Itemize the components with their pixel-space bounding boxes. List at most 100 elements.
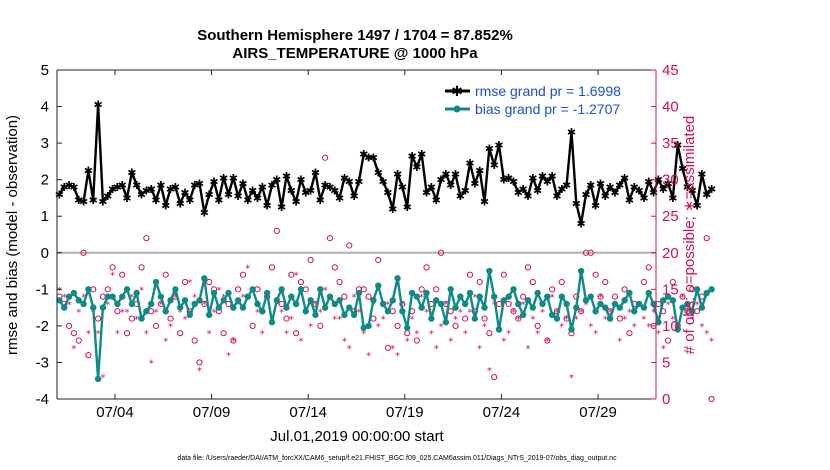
bias-point bbox=[577, 267, 585, 275]
rmse-point: ✱ bbox=[219, 172, 228, 185]
left-y-tick-label: -1 bbox=[36, 281, 49, 298]
assimilated-obs-point: * bbox=[187, 278, 192, 289]
assimilated-obs-point: * bbox=[588, 322, 593, 333]
assimilated-obs-point: * bbox=[298, 337, 303, 348]
assimilated-obs-point: * bbox=[168, 322, 173, 333]
possible-obs-point bbox=[177, 330, 184, 337]
bias-point bbox=[99, 304, 107, 311]
right-y-tick-label: 5 bbox=[662, 354, 670, 371]
assimilated-obs-point: * bbox=[86, 329, 91, 340]
rmse-point: ✱ bbox=[200, 207, 209, 220]
right-y-tick-label: 25 bbox=[662, 208, 679, 225]
rmse-point: ✱ bbox=[403, 201, 412, 214]
assimilated-obs-point: * bbox=[361, 329, 366, 340]
bias-point bbox=[505, 293, 512, 300]
bias-point bbox=[626, 289, 633, 297]
rmse-point: ✱ bbox=[630, 181, 639, 194]
assimilated-obs-point: * bbox=[284, 329, 289, 340]
rmse-point: ✱ bbox=[697, 168, 706, 181]
possible-obs-point bbox=[114, 308, 121, 315]
possible-obs-point bbox=[235, 286, 242, 293]
rmse-point: ✱ bbox=[229, 172, 238, 185]
rmse-point: ✱ bbox=[572, 197, 581, 210]
assimilated-obs-point: * bbox=[405, 337, 410, 348]
bias-point bbox=[544, 293, 551, 300]
possible-obs-point bbox=[611, 293, 619, 300]
bias-point bbox=[138, 315, 145, 322]
rmse-point: ✱ bbox=[533, 185, 542, 198]
rmse-point: ✱ bbox=[345, 175, 354, 188]
assimilated-obs-point: * bbox=[564, 315, 569, 326]
right-y-tick-label: 45 bbox=[662, 62, 679, 79]
possible-obs-point bbox=[602, 278, 609, 286]
assimilated-obs-point: * bbox=[569, 373, 574, 384]
bias-point bbox=[442, 319, 450, 326]
assimilated-obs-point: * bbox=[240, 293, 245, 304]
assimilated-obs-point: * bbox=[439, 322, 444, 333]
bias-point bbox=[495, 326, 503, 333]
rmse-point: ✱ bbox=[330, 185, 339, 198]
assimilated-obs-point: * bbox=[468, 307, 473, 318]
plot-area: ************** **************************… bbox=[55, 69, 716, 403]
possible-obs-point bbox=[394, 322, 401, 329]
bias-point bbox=[119, 293, 126, 300]
assimilated-obs-point: * bbox=[448, 337, 453, 348]
possible-obs-point bbox=[529, 278, 536, 286]
assimilated-obs-point: * bbox=[525, 344, 530, 355]
rmse-point: ✱ bbox=[195, 177, 204, 190]
rmse-point: ✱ bbox=[369, 152, 378, 165]
chart-subtitle: AIRS_TEMPERATURE @ 1000 hPa bbox=[232, 45, 478, 62]
bias-point bbox=[515, 300, 522, 308]
rmse-point: ✱ bbox=[142, 185, 151, 198]
left-y-tick-label: 3 bbox=[41, 135, 49, 152]
bias-point bbox=[693, 286, 701, 293]
possible-obs-point bbox=[278, 300, 285, 308]
rmse-point: ✱ bbox=[383, 186, 392, 199]
assimilated-obs-point: * bbox=[554, 307, 559, 318]
assimilated-obs-point: * bbox=[236, 300, 241, 311]
possible-obs-point bbox=[481, 315, 488, 322]
possible-obs-point bbox=[558, 278, 565, 286]
assimilated-obs-point: * bbox=[487, 366, 492, 377]
assimilated-obs-point: * bbox=[211, 307, 216, 318]
bias-point bbox=[573, 304, 580, 311]
rmse-point: ✱ bbox=[282, 170, 291, 183]
assimilated-obs-point: * bbox=[294, 271, 299, 282]
bias-point bbox=[674, 326, 681, 333]
rmse-point: ✱ bbox=[504, 172, 513, 185]
rmse-point: ✱ bbox=[224, 188, 233, 201]
rmse-point: ✱ bbox=[605, 181, 614, 194]
rmse-point: ✱ bbox=[127, 166, 136, 179]
bias-point bbox=[201, 275, 208, 282]
bias-point bbox=[708, 286, 715, 293]
rmse-point: ✱ bbox=[456, 190, 465, 203]
possible-obs-point bbox=[283, 315, 290, 322]
rmse-point: ✱ bbox=[654, 174, 663, 187]
assimilated-obs-point: * bbox=[110, 271, 115, 282]
possible-obs-point bbox=[326, 235, 334, 242]
possible-obs-point bbox=[360, 286, 367, 293]
bias-point bbox=[90, 304, 97, 311]
left-y-axis-label: rmse and bias (model - observation) bbox=[4, 115, 21, 355]
possible-obs-point bbox=[85, 352, 92, 359]
rmse-point: ✱ bbox=[514, 186, 523, 199]
assimilated-obs-point: * bbox=[521, 300, 526, 311]
bias-point bbox=[519, 311, 527, 319]
rmse-point: ✱ bbox=[663, 177, 672, 190]
rmse-point: ✱ bbox=[523, 190, 532, 203]
rmse-point: ✱ bbox=[644, 175, 653, 188]
rmse-point: ✱ bbox=[562, 179, 571, 192]
rmse-point: ✱ bbox=[263, 199, 272, 212]
rmse-point: ✱ bbox=[272, 174, 281, 187]
assimilated-obs-point: * bbox=[540, 307, 545, 318]
rmse-point: ✱ bbox=[548, 170, 557, 183]
bias-point bbox=[317, 286, 324, 293]
possible-obs-point bbox=[65, 322, 73, 329]
bias-point bbox=[408, 289, 416, 297]
assimilated-obs-point: * bbox=[670, 315, 675, 326]
chart-title: Southern Hemisphere 1497 / 1704 = 87.852… bbox=[197, 27, 513, 44]
rmse-point: ✱ bbox=[118, 179, 127, 192]
bias-point bbox=[481, 304, 488, 311]
rmse-point: ✱ bbox=[480, 196, 489, 209]
rmse-point: ✱ bbox=[499, 174, 508, 187]
